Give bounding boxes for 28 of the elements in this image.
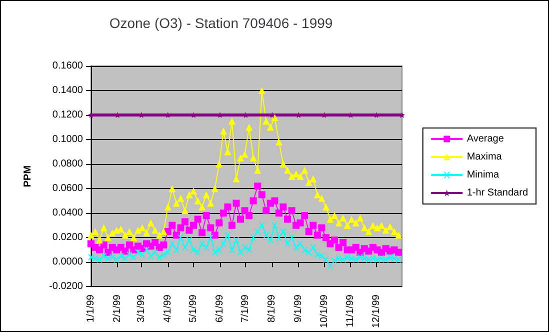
y-tick-label: 0.0800: [52, 158, 84, 170]
y-tick-label: -0.0200: [49, 281, 84, 292]
legend-label: 1-hr Standard: [466, 188, 528, 198]
y-tick-label: 0.1000: [52, 134, 84, 146]
x-tick-label: 5/1/99: [188, 294, 200, 322]
legend-label: Maxima: [466, 152, 502, 162]
legend-label: Minima: [466, 170, 500, 180]
x-tick-label: 4/1/99: [162, 294, 174, 322]
x-tick-label: 9/1/99: [293, 294, 304, 322]
y-tick-label: 0.0200: [52, 232, 84, 244]
y-tick-label: 0.1600: [52, 60, 84, 72]
x-tick-label: 10/1/99: [318, 294, 330, 328]
y-tick-label: 0.1400: [52, 85, 84, 96]
legend-label: Average: [466, 134, 504, 144]
y-tick-label: 0.1200: [52, 110, 84, 121]
x-tick-label: 2/1/99: [112, 294, 123, 322]
y-axis-title: PPM: [22, 165, 34, 188]
x-tick-label: 8/1/99: [266, 294, 278, 322]
x-tick-label: 6/1/99: [214, 294, 226, 322]
y-tick-label: 0.0000: [52, 256, 84, 268]
x-tick-label: 1/1/99: [86, 294, 96, 322]
x-tick-label: 3/1/99: [136, 294, 147, 322]
x-tick-label: 11/1/99: [345, 294, 356, 328]
y-tick-label: 0.0600: [52, 183, 84, 194]
x-tick-label: 7/1/99: [240, 294, 252, 322]
x-tick-label: 12/1/99: [370, 294, 382, 328]
y-tick-label: 0.0400: [52, 208, 84, 219]
chart-title: Ozone (O3) - Station 709406 - 1999: [109, 15, 333, 31]
